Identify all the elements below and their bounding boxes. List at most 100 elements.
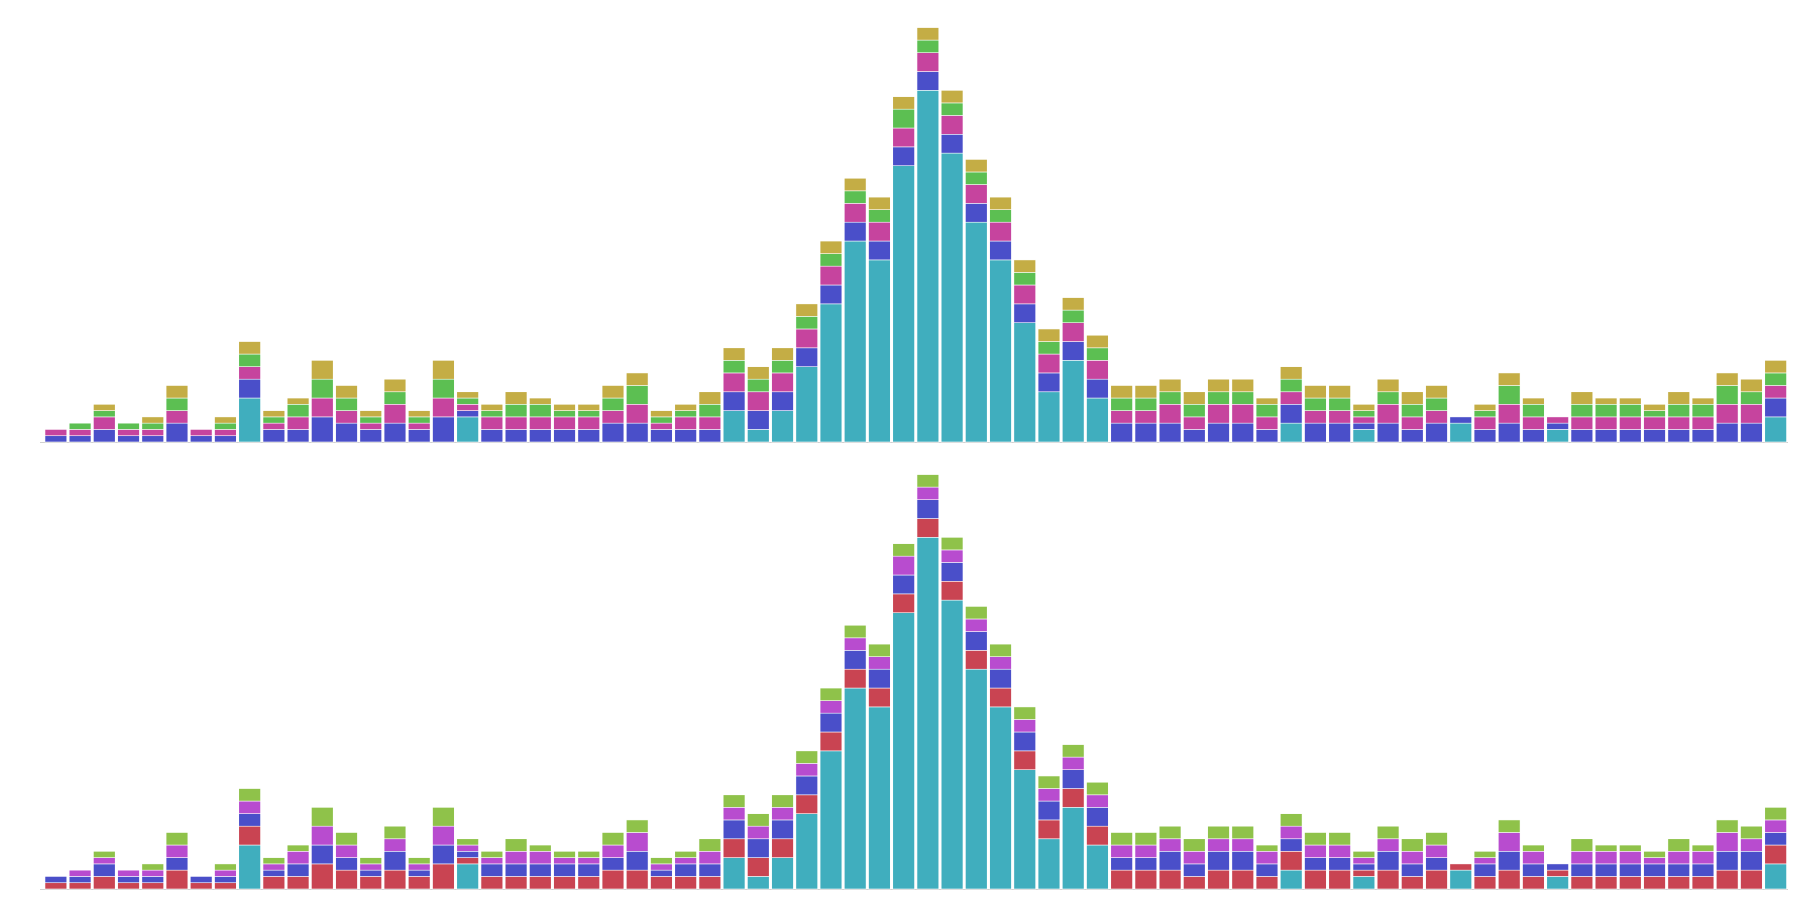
- bar-segment: [432, 360, 455, 380]
- bar-segment: [844, 190, 867, 204]
- bar-segment: [1304, 844, 1327, 858]
- bar-segment: [1425, 844, 1448, 858]
- bar-segment: [1425, 422, 1448, 443]
- bar-segment: [1473, 410, 1497, 418]
- bar-segment: [1619, 863, 1642, 877]
- bar-segment: [383, 838, 407, 852]
- bar-segment: [44, 876, 68, 884]
- bar-segment: [892, 543, 915, 557]
- bar-segment: [844, 687, 867, 890]
- bar-segment: [335, 857, 358, 871]
- bar-segment: [553, 857, 576, 865]
- bar-segment: [989, 668, 1012, 689]
- bar-segment: [747, 366, 770, 380]
- bar-segment: [408, 857, 431, 865]
- bar-segment: [1570, 851, 1594, 865]
- bar-segment: [795, 763, 818, 777]
- bar-segment: [93, 876, 116, 890]
- bar-segment: [1328, 869, 1351, 890]
- bar-segment: [1304, 832, 1327, 846]
- bar-segment: [940, 562, 964, 582]
- bar-segment: [141, 422, 164, 430]
- bar-segment: [335, 410, 358, 424]
- bar-segment: [1110, 844, 1133, 858]
- bar-segment: [1546, 416, 1569, 424]
- bar-segment: [44, 882, 68, 890]
- bar-segment: [1643, 857, 1666, 865]
- bar-segment: [650, 429, 673, 443]
- bar-segment: [1280, 838, 1303, 852]
- bar-segment: [1013, 719, 1036, 733]
- bar-segment: [1691, 404, 1715, 418]
- bar-segment: [1110, 422, 1133, 443]
- bar-segment: [674, 410, 697, 418]
- bar-segment: [965, 184, 988, 204]
- bar-segment: [1667, 416, 1690, 430]
- bar-segment: [1570, 416, 1594, 430]
- bar-segment: [238, 800, 261, 814]
- bar-segment: [383, 851, 407, 871]
- bar-segment: [408, 422, 431, 430]
- bar-segment: [844, 650, 867, 670]
- bar-segment: [1691, 397, 1715, 405]
- bar-segment: [1376, 825, 1400, 840]
- bar-segment: [601, 857, 625, 871]
- bar-segment: [771, 857, 794, 890]
- bar-segment: [456, 410, 479, 418]
- bar-segment: [965, 668, 988, 890]
- bar-segment: [311, 844, 334, 865]
- bar-segment: [577, 429, 600, 443]
- bar-segment: [795, 794, 818, 814]
- bar-segment: [1280, 366, 1303, 380]
- bar-segment: [1280, 378, 1303, 393]
- bar-segment: [722, 838, 746, 858]
- bar-segment: [1716, 869, 1739, 890]
- bar-segment: [916, 518, 940, 538]
- bar-segment: [1401, 838, 1424, 852]
- bar-segment: [1280, 391, 1303, 405]
- bar-segment: [1473, 851, 1497, 858]
- bar-segment: [1328, 410, 1351, 424]
- bar-segment: [1280, 869, 1303, 890]
- bar-segment: [650, 416, 673, 424]
- bar-segment: [311, 807, 334, 827]
- bar-segment: [286, 404, 310, 418]
- bar-segment: [626, 422, 649, 443]
- bar-segment: [1086, 397, 1109, 443]
- bar-segment: [359, 863, 382, 871]
- bar-segment: [747, 429, 770, 443]
- bar-segment: [1425, 869, 1448, 890]
- bar-segment: [1401, 863, 1424, 877]
- bar-segment: [553, 404, 576, 411]
- bar-segment: [1352, 863, 1376, 871]
- bar-segment: [1376, 404, 1400, 424]
- bar-segment: [1352, 404, 1376, 411]
- bar-segment: [408, 429, 431, 443]
- bar-segment: [504, 391, 528, 405]
- bar-segment: [868, 687, 891, 708]
- bar-segment: [480, 429, 504, 443]
- bar-segment: [456, 397, 479, 405]
- bar-segment: [1449, 869, 1472, 890]
- bar-segment: [747, 825, 770, 840]
- bar-segment: [165, 397, 189, 411]
- bar-segment: [1667, 851, 1690, 865]
- bar-segment: [1522, 876, 1545, 890]
- bar-segment: [68, 429, 92, 437]
- bar-segment: [1498, 869, 1521, 890]
- bar-segment: [1304, 385, 1327, 399]
- bar-segment: [553, 416, 576, 430]
- bar-segment: [819, 687, 843, 701]
- bar-segment: [1062, 322, 1085, 342]
- bar-segment: [868, 221, 891, 242]
- bar-segment: [1062, 769, 1085, 789]
- bar-segment: [747, 813, 770, 827]
- bar-segment: [1498, 851, 1521, 871]
- bar-segment: [844, 624, 867, 639]
- bar-segment: [1207, 851, 1230, 871]
- bar-segment: [626, 404, 649, 424]
- bar-segment: [432, 378, 455, 399]
- bar-segment: [117, 429, 140, 437]
- bar-segment: [1304, 869, 1327, 890]
- bar-segment: [1570, 429, 1594, 443]
